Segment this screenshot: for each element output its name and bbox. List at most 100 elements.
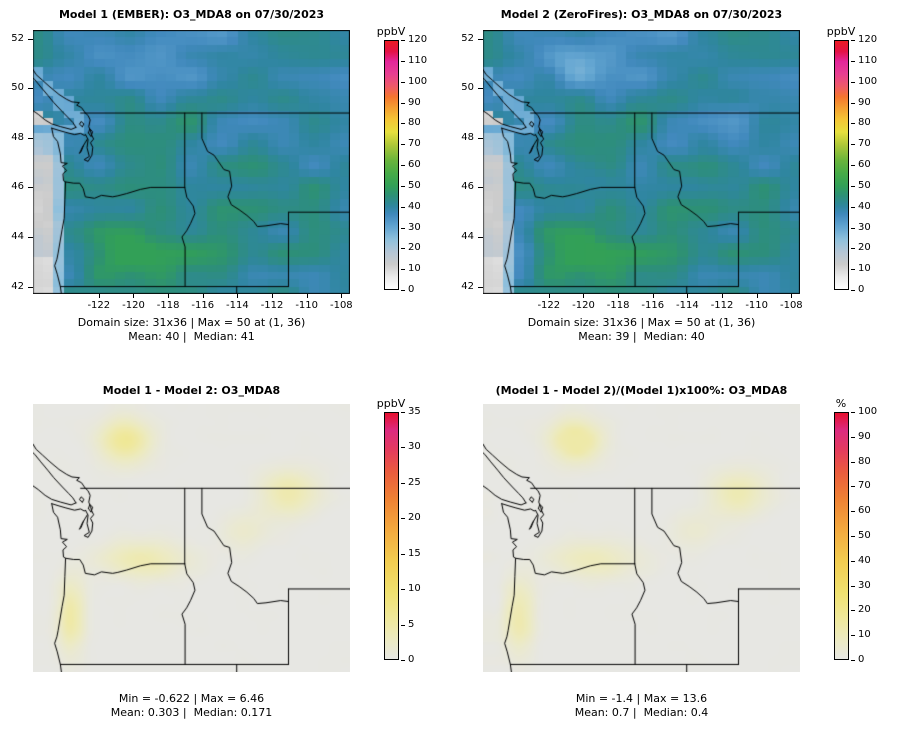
colorbar-tick-label: 30 (858, 579, 871, 591)
colorbar-tick-label: 120 (408, 34, 428, 45)
colorbar-unit-label: % (835, 397, 847, 410)
colorbar-tick-mark (401, 40, 405, 41)
colorbar-tick-label: 60 (858, 159, 871, 170)
x-axis-tick-mark (618, 294, 620, 298)
heatmap-canvas-model1 (33, 30, 350, 294)
x-axis-tick-label: -120 (122, 300, 145, 311)
colorbar-tick-mark (851, 227, 855, 229)
caption-min-max: Min = -0.622 | Max = 6.46 (118, 692, 265, 705)
colorbar-tick-label: 60 (858, 505, 871, 517)
x-axis-tick-mark (722, 294, 724, 298)
colorbar-tick-mark (851, 123, 855, 125)
colorbar-tick-label: 70 (408, 138, 421, 150)
y-axis-tick-mark (478, 187, 483, 189)
x-axis-tick-label: -108 (779, 300, 803, 311)
colorbar-tick-mark (401, 60, 405, 62)
colorbar-tick-mark (851, 60, 855, 62)
caption-domain-stats: Domain size: 31x36 | Max = 50 at (1, 36) (527, 316, 756, 329)
x-axis-tick-mark (791, 294, 793, 298)
colorbar-tick-label: 80 (408, 117, 421, 129)
x-axis-tick-mark (202, 294, 204, 298)
colorbar-tick-mark (851, 436, 855, 438)
colorbar-tick-mark (851, 560, 855, 562)
colorbar-tick-label: 70 (858, 480, 871, 492)
x-axis-tick-label: -108 (329, 300, 353, 311)
x-axis-tick-mark (272, 294, 274, 298)
panel-title: Model 2 (ZeroFires): O3_MDA8 on 07/30/20… (500, 8, 783, 21)
colorbar-tick-mark (401, 227, 405, 229)
panel-model-difference: Model 1 - Model 2: O3_MDA8 ppbV Min = -0… (0, 376, 450, 752)
colorbar-tick-label: 110 (408, 54, 428, 66)
colorbar-tick-label: 15 (408, 547, 421, 559)
colorbar-tick-label: 20 (858, 604, 871, 616)
colorbar-tick-mark (851, 165, 855, 166)
panel-model2-zerofires: Model 2 (ZeroFires): O3_MDA8 on 07/30/20… (450, 0, 900, 376)
x-axis-tick-mark (687, 294, 689, 298)
heatmap-canvas-percent-difference (483, 404, 800, 672)
colorbar-tick-mark (401, 248, 405, 250)
colorbar-tick-mark (401, 81, 405, 83)
colorbar (384, 412, 399, 660)
caption-mean-median: Mean: 0.7 | Median: 0.4 (574, 706, 709, 719)
colorbar-tick-label: 10 (858, 629, 871, 641)
caption-domain-stats: Domain size: 31x36 | Max = 50 at (1, 36) (77, 316, 306, 329)
x-axis-tick-label: -116 (191, 300, 215, 311)
x-axis-tick-label: -114 (676, 300, 699, 311)
x-axis-tick-mark (548, 294, 550, 298)
colorbar-tick-mark (851, 40, 855, 41)
colorbar-tick-label: 30 (408, 441, 421, 453)
x-axis-tick-label: -120 (572, 300, 595, 311)
colorbar-tick-label: 25 (408, 476, 421, 488)
colorbar-tick-label: 40 (858, 200, 871, 212)
y-axis-tick-label: 48 (11, 131, 24, 143)
x-axis-tick-label: -112 (260, 300, 284, 311)
panel-title: Model 1 (EMBER): O3_MDA8 on 07/30/2023 (58, 8, 325, 21)
y-axis-tick-label: 42 (11, 280, 24, 292)
y-axis-tick-label: 52 (461, 32, 474, 44)
y-axis-tick-label: 44 (11, 230, 24, 242)
x-axis-tick-mark (652, 294, 654, 298)
colorbar-tick-label: 100 (408, 75, 428, 87)
colorbar-tick-label: 120 (858, 34, 878, 45)
x-axis-tick-mark (168, 294, 170, 298)
y-axis-tick-label: 44 (461, 230, 474, 242)
colorbar-tick-mark (401, 165, 405, 166)
colorbar-tick-label: 0 (408, 654, 415, 665)
colorbar-tick-mark (401, 290, 405, 291)
colorbar (384, 40, 399, 290)
x-axis-tick-label: -118 (606, 300, 630, 311)
colorbar-tick-label: 0 (858, 284, 865, 295)
colorbar-tick-mark (851, 486, 855, 488)
x-axis-tick-label: -122 (87, 300, 111, 311)
colorbar-tick-mark (401, 660, 405, 661)
colorbar-tick-mark (401, 123, 405, 125)
colorbar-tick-label: 0 (858, 654, 865, 665)
y-axis-tick-label: 46 (461, 181, 474, 193)
colorbar-tick-label: 10 (408, 263, 421, 275)
heatmap-canvas-model2 (483, 30, 800, 294)
y-axis-tick-mark (478, 88, 483, 90)
y-axis-tick-mark (28, 286, 33, 288)
panel-title: (Model 1 - Model 2)/(Model 1)x100%: O3_M… (495, 384, 788, 397)
colorbar-tick-mark (851, 536, 855, 537)
colorbar-tick-mark (851, 248, 855, 250)
colorbar-tick-label: 30 (858, 221, 871, 233)
y-axis-tick-mark (478, 286, 483, 288)
colorbar-tick-label: 40 (408, 200, 421, 212)
colorbar-unit-label: ppbV (376, 397, 406, 410)
x-axis-tick-label: -110 (745, 300, 769, 311)
colorbar-tick-mark (851, 269, 855, 271)
y-axis-tick-mark (28, 88, 33, 90)
colorbar-tick-mark (851, 461, 855, 463)
y-axis-tick-label: 52 (11, 32, 24, 44)
y-axis-tick-mark (28, 187, 33, 189)
panel-title: Model 1 - Model 2: O3_MDA8 (102, 384, 281, 397)
x-axis-tick-label: -110 (295, 300, 319, 311)
colorbar-tick-mark (401, 206, 405, 208)
y-axis-tick-mark (28, 236, 33, 238)
y-axis-tick-label: 46 (11, 181, 24, 193)
colorbar-tick-label: 80 (858, 455, 871, 467)
x-axis-tick-mark (98, 294, 100, 298)
caption-mean-median: Mean: 40 | Median: 41 (128, 330, 255, 343)
x-axis-tick-mark (341, 294, 343, 298)
